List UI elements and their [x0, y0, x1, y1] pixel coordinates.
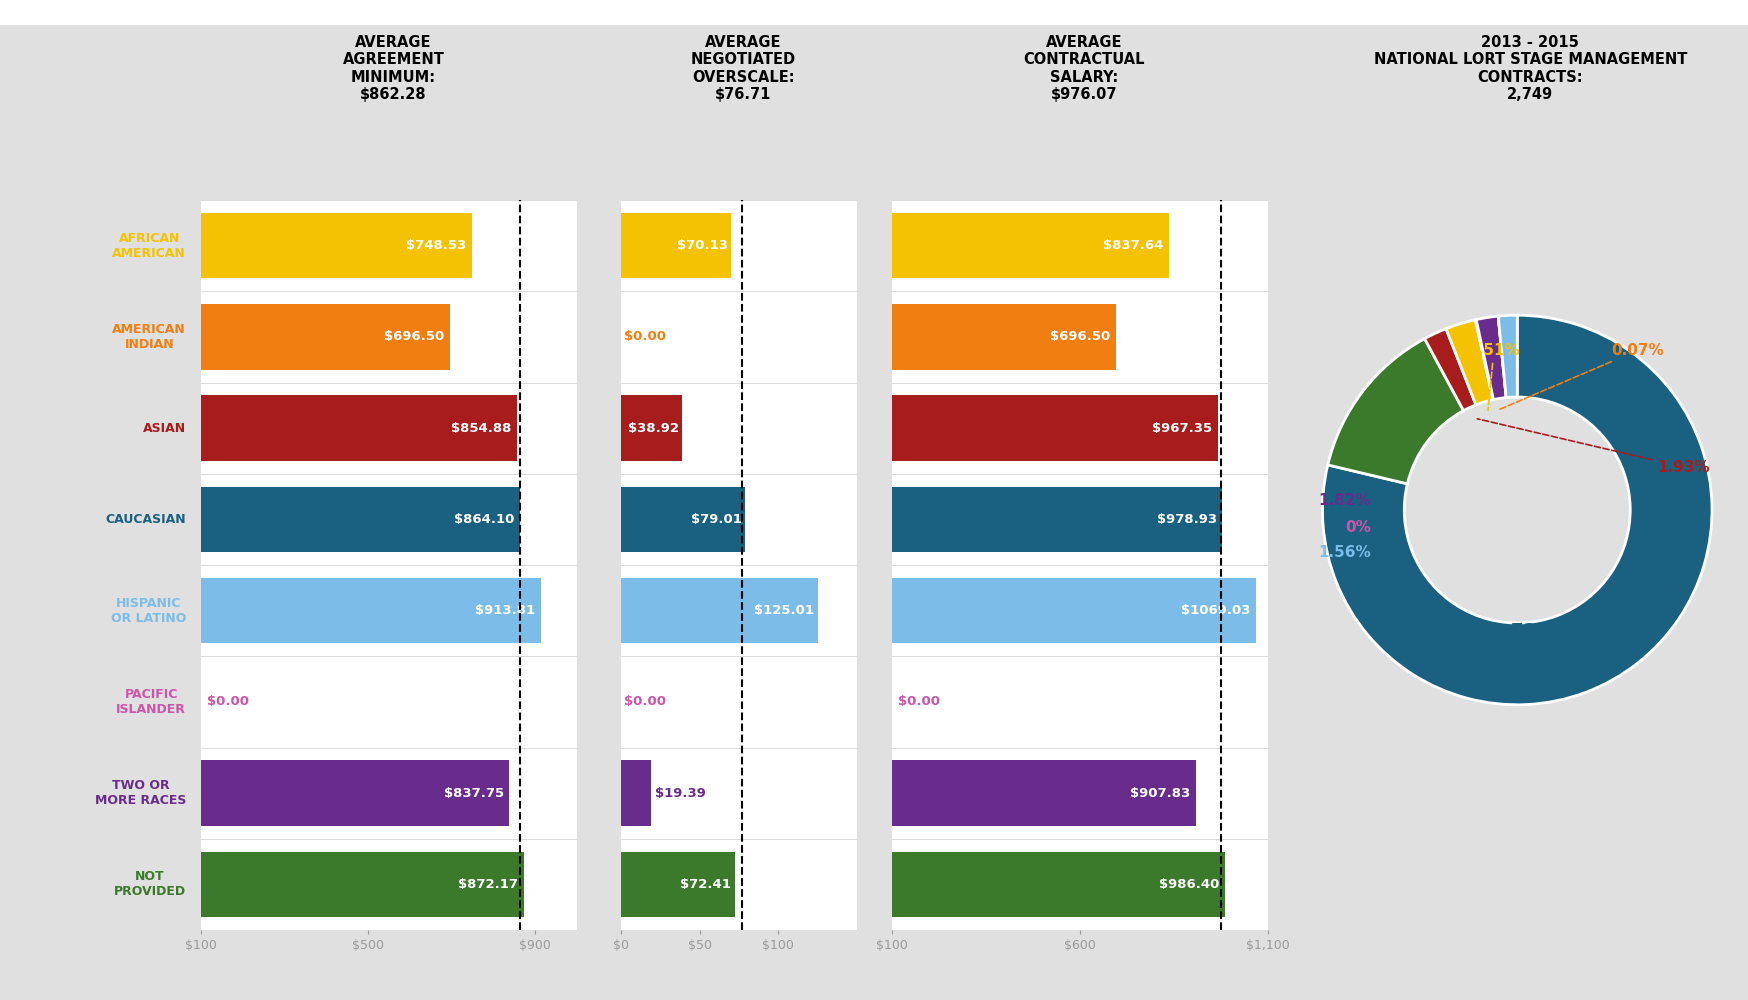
Text: $854.88: $854.88: [451, 422, 510, 435]
Text: $748.53: $748.53: [406, 239, 467, 252]
Text: TWO OR
MORE RACES: TWO OR MORE RACES: [94, 779, 185, 807]
Bar: [621, 395, 682, 461]
Bar: [891, 304, 1115, 370]
Bar: [201, 578, 540, 643]
Text: $978.93: $978.93: [1155, 513, 1217, 526]
Wedge shape: [1498, 316, 1505, 398]
Text: $125.01: $125.01: [753, 604, 813, 617]
Bar: [891, 487, 1222, 552]
Text: 2.51%: 2.51%: [1467, 343, 1519, 410]
Text: $0.00: $0.00: [206, 695, 248, 708]
Text: $907.83: $907.83: [1129, 787, 1189, 800]
Text: $967.35: $967.35: [1152, 422, 1211, 435]
Bar: [201, 852, 523, 917]
Bar: [621, 487, 745, 552]
Wedge shape: [1321, 315, 1711, 705]
Text: AVERAGE
NEGOTIATED
OVERSCALE:
$76.71: AVERAGE NEGOTIATED OVERSCALE: $76.71: [690, 35, 795, 102]
Bar: [891, 852, 1225, 917]
Wedge shape: [1425, 329, 1475, 411]
Text: $837.75: $837.75: [444, 787, 503, 800]
Wedge shape: [1498, 315, 1517, 398]
Bar: [201, 213, 472, 278]
Text: $837.64: $837.64: [1103, 239, 1162, 252]
Text: AMERICAN
INDIAN: AMERICAN INDIAN: [112, 323, 185, 351]
Text: $913.81: $913.81: [475, 604, 535, 617]
Text: 1.56%: 1.56%: [1318, 545, 1370, 560]
Text: $0.00: $0.00: [624, 695, 666, 708]
Text: $1069.03: $1069.03: [1180, 604, 1250, 617]
Text: AVERAGE
AGREEMENT
MINIMUM:
$862.28: AVERAGE AGREEMENT MINIMUM: $862.28: [343, 35, 444, 102]
Text: $872.17: $872.17: [458, 878, 517, 891]
Text: $79.01: $79.01: [690, 513, 741, 526]
Bar: [201, 487, 521, 552]
Text: $864.10: $864.10: [454, 513, 514, 526]
Bar: [891, 213, 1169, 278]
Text: 1.93%: 1.93%: [1477, 419, 1710, 475]
Wedge shape: [1475, 320, 1493, 400]
Bar: [621, 852, 734, 917]
Wedge shape: [1446, 320, 1493, 405]
Text: $0.00: $0.00: [624, 330, 666, 343]
Text: 1.82%: 1.82%: [1318, 493, 1370, 508]
Wedge shape: [1475, 316, 1505, 400]
Text: ASIAN: ASIAN: [143, 422, 185, 435]
Text: AFRICAN
AMERICAN: AFRICAN AMERICAN: [112, 232, 185, 260]
Text: $696.50: $696.50: [385, 330, 444, 343]
Text: $72.41: $72.41: [680, 878, 731, 891]
Text: PACIFIC
ISLANDER: PACIFIC ISLANDER: [115, 688, 185, 716]
Bar: [621, 578, 818, 643]
Text: $986.40: $986.40: [1159, 878, 1218, 891]
Text: $70.13: $70.13: [676, 239, 727, 252]
Bar: [891, 395, 1217, 461]
Text: 0%: 0%: [1344, 520, 1370, 535]
Wedge shape: [1327, 339, 1463, 484]
Bar: [891, 760, 1196, 826]
Text: CAUCASIAN: CAUCASIAN: [105, 513, 185, 526]
Bar: [891, 578, 1255, 643]
Text: AVERAGE
CONTRACTUAL
SALARY:
$976.07: AVERAGE CONTRACTUAL SALARY: $976.07: [1023, 35, 1145, 102]
Bar: [201, 760, 509, 826]
Text: $38.92: $38.92: [628, 422, 678, 435]
Text: $19.39: $19.39: [654, 787, 706, 800]
Text: 0.07%: 0.07%: [1498, 343, 1664, 410]
Text: $0.00: $0.00: [897, 695, 939, 708]
Bar: [621, 760, 650, 826]
Text: HISPANIC
OR LATINO: HISPANIC OR LATINO: [110, 597, 185, 625]
Text: NOT
PROVIDED: NOT PROVIDED: [114, 870, 185, 898]
Bar: [201, 395, 516, 461]
Text: 13.39%: 13.39%: [1344, 448, 1407, 463]
Text: 78.72%: 78.72%: [1479, 622, 1554, 640]
Text: 2013 - 2015
NATIONAL LORT STAGE MANAGEMENT
CONTRACTS:
2,749: 2013 - 2015 NATIONAL LORT STAGE MANAGEME…: [1372, 35, 1687, 102]
Text: $696.50: $696.50: [1051, 330, 1110, 343]
Bar: [621, 213, 731, 278]
Bar: [201, 304, 449, 370]
